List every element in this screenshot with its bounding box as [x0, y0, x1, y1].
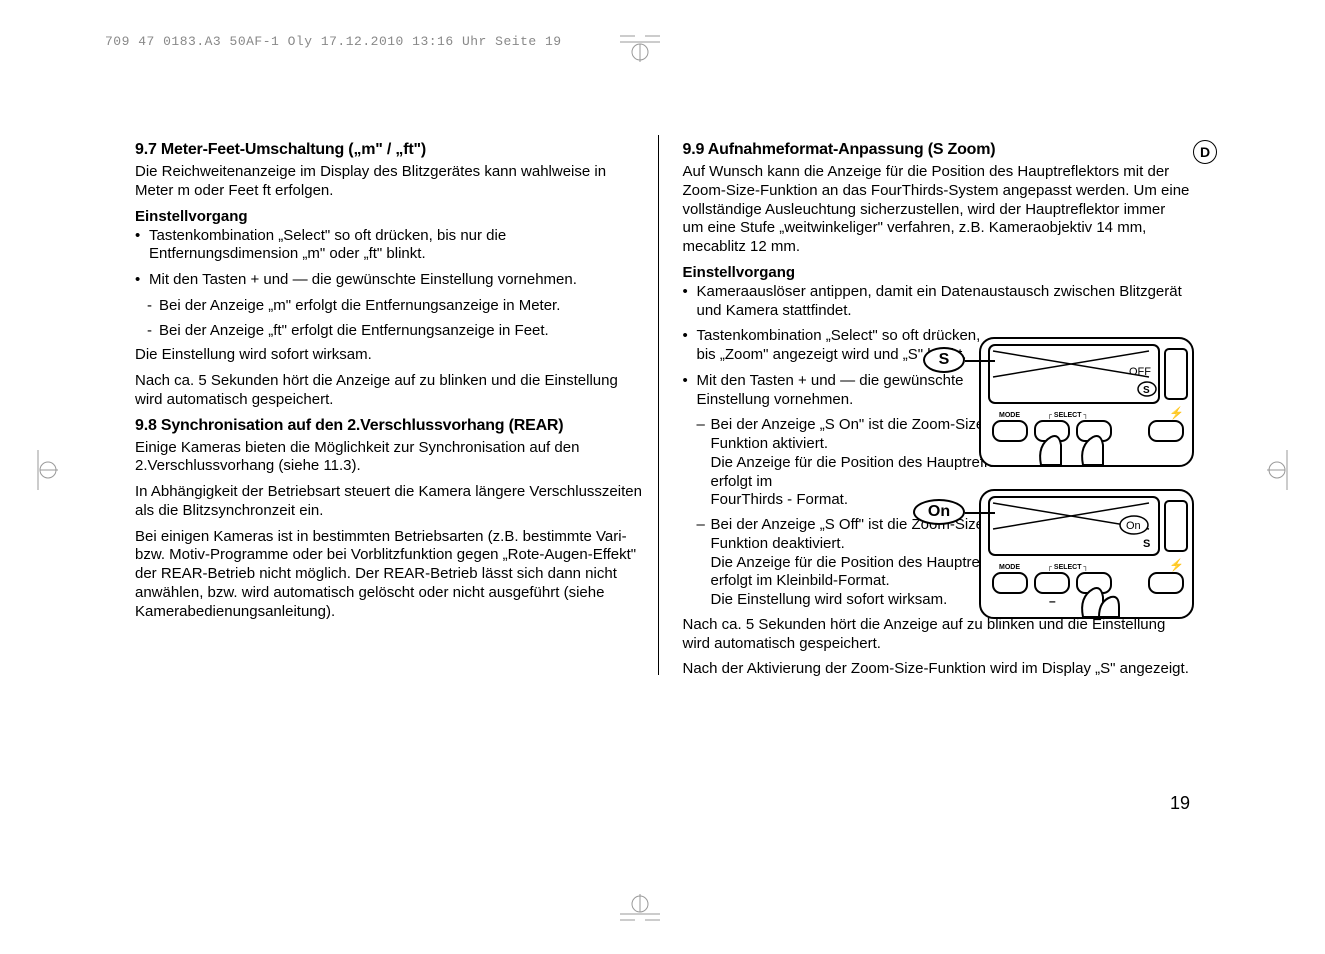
page-content: 9.7 Meter-Feet-Umschaltung („m" / „ft") … — [135, 135, 1190, 815]
para: Die Reichweitenanzeige im Display des Bl… — [135, 163, 643, 201]
btn-minus: – — [1049, 594, 1056, 608]
para: Auf Wunsch kann die Anzeige für die Posi… — [683, 163, 1191, 257]
lcd-diagram-s: S OFF S MODE ┌ SELECT ┐ ⚡ – + — [979, 337, 1194, 472]
lcd-diagram-on: On On S MODE ┌ SELECT ┐ ⚡ – + — [979, 489, 1194, 624]
heading-9-9: 9.9 Aufnahmeformat-Anpassung (S Zoom) — [683, 141, 1191, 159]
language-badge: D — [1193, 140, 1217, 164]
para: Nach ca. 5 Sekunden hört die Anzeige auf… — [135, 372, 643, 410]
btn-label-mode: MODE — [999, 564, 1020, 571]
subheading: Einstellvorgang — [683, 264, 1191, 281]
lcd-device-svg: On S MODE ┌ SELECT ┐ ⚡ – + — [979, 489, 1194, 619]
para: Nach der Aktivierung der Zoom-Size-Funkt… — [683, 660, 1191, 679]
btn-label-mode: MODE — [999, 412, 1020, 419]
callout-s: S — [923, 347, 965, 373]
lcd-text-s: S — [1143, 538, 1150, 550]
lcd-text-off: OFF — [1129, 366, 1151, 378]
flash-icon: ⚡ — [1169, 406, 1184, 420]
list-bullet: Kameraauslöser antippen, damit ein Daten… — [683, 283, 1191, 321]
para: Einige Kameras bieten die Möglichkeit zu… — [135, 439, 643, 477]
btn-label-select: ┌ SELECT ┐ — [1047, 564, 1088, 571]
crop-mark-bottom — [620, 894, 660, 934]
lcd-device-svg: OFF S MODE ┌ SELECT ┐ ⚡ – + — [979, 337, 1194, 467]
right-column: 9.9 Aufnahmeformat-Anpassung (S Zoom) Au… — [663, 135, 1191, 815]
flash-icon: ⚡ — [1169, 558, 1184, 572]
list-sub: Bei der Anzeige „ft" erfolgt die Entfern… — [135, 322, 643, 341]
lcd-text-on: On — [1126, 520, 1141, 532]
pointer-line — [965, 360, 995, 362]
para: In Abhängigkeit der Betriebsart steuert … — [135, 483, 643, 521]
list-bullet: Mit den Tasten + und — die gewünschte Ei… — [683, 372, 983, 410]
crop-mark-right — [1267, 450, 1307, 490]
list-sub: Bei der Anzeige „m" erfolgt die Entfernu… — [135, 297, 643, 316]
list-bullet: Tastenkombination „Select" so oft drücke… — [135, 227, 643, 265]
crop-mark-top — [620, 22, 660, 62]
pointer-line — [965, 512, 995, 514]
left-column: 9.7 Meter-Feet-Umschaltung („m" / „ft") … — [135, 135, 663, 815]
callout-on: On — [913, 499, 965, 525]
lcd-text-s: S — [1143, 385, 1150, 396]
para: Die Einstellung wird sofort wirksam. — [135, 346, 643, 365]
subheading: Einstellvorgang — [135, 208, 643, 225]
header-slug: 709 47 0183.A3 50AF-1 Oly 17.12.2010 13:… — [105, 34, 562, 49]
btn-label-select: ┌ SELECT ┐ — [1047, 412, 1088, 419]
crop-mark-left — [18, 450, 58, 490]
para: Bei einigen Kameras ist in bestimmten Be… — [135, 528, 643, 622]
heading-9-7: 9.7 Meter-Feet-Umschaltung („m" / „ft") — [135, 141, 643, 159]
page-number: 19 — [1170, 793, 1190, 814]
list-bullet: Mit den Tasten + und — die gewünschte Ei… — [135, 271, 643, 290]
heading-9-8: 9.8 Synchronisation auf den 2.Verschluss… — [135, 417, 643, 435]
